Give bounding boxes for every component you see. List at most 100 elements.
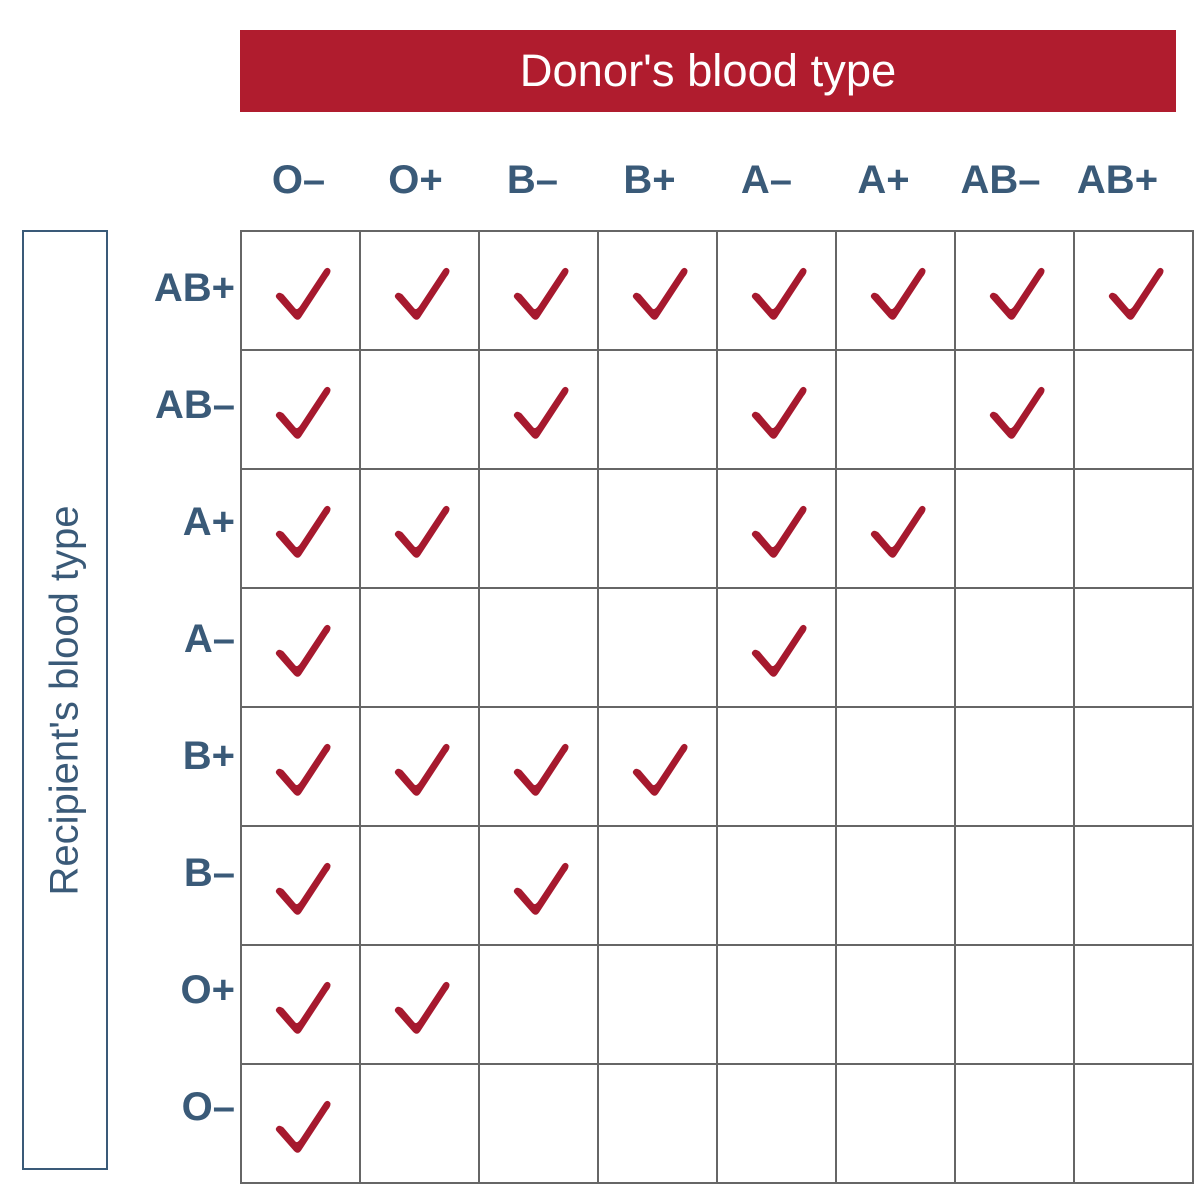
check-icon: [266, 613, 336, 683]
table-cell: [1074, 588, 1193, 707]
table-cell: [479, 350, 598, 469]
table-cell: [479, 707, 598, 826]
recipient-header-text: Recipient's blood type: [43, 505, 88, 895]
check-icon: [504, 375, 574, 445]
table-cell: [955, 707, 1074, 826]
table-cell: [1074, 350, 1193, 469]
column-label: B+: [591, 140, 708, 220]
table-cell: [360, 231, 479, 350]
table-cell: [598, 350, 717, 469]
table-cell: [836, 350, 955, 469]
table-cell: [598, 231, 717, 350]
table-cell: [360, 1064, 479, 1183]
row-label: AB+: [110, 230, 243, 347]
check-icon: [623, 256, 693, 326]
table-cell: [1074, 469, 1193, 588]
check-icon: [980, 375, 1050, 445]
table-cell: [479, 231, 598, 350]
row-label: A–: [110, 581, 243, 698]
table-cell: [598, 945, 717, 1064]
row-label: B–: [110, 815, 243, 932]
table-cell: [836, 826, 955, 945]
donor-header: Donor's blood type: [240, 30, 1176, 112]
table-cell: [955, 588, 1074, 707]
table-cell: [241, 588, 360, 707]
table-cell: [360, 707, 479, 826]
table-cell: [479, 588, 598, 707]
table-cell: [836, 588, 955, 707]
table-row: [241, 1064, 1193, 1183]
table-row: [241, 945, 1193, 1064]
check-icon: [623, 732, 693, 802]
table-cell: [955, 469, 1074, 588]
table-cell: [955, 826, 1074, 945]
check-icon: [742, 375, 812, 445]
check-icon: [266, 851, 336, 921]
table-cell: [598, 469, 717, 588]
table-row: [241, 707, 1193, 826]
table-cell: [1074, 231, 1193, 350]
compatibility-grid: [240, 230, 1194, 1184]
column-label: B–: [474, 140, 591, 220]
table-cell: [241, 469, 360, 588]
table-cell: [598, 826, 717, 945]
table-cell: [598, 588, 717, 707]
table-cell: [717, 1064, 836, 1183]
check-icon: [385, 732, 455, 802]
donor-header-text: Donor's blood type: [520, 45, 897, 97]
row-label: O–: [110, 1049, 243, 1166]
table-cell: [955, 945, 1074, 1064]
table-cell: [360, 945, 479, 1064]
check-icon: [861, 256, 931, 326]
table-cell: [836, 707, 955, 826]
check-icon: [861, 494, 931, 564]
check-icon: [742, 613, 812, 683]
table-cell: [836, 231, 955, 350]
table-cell: [598, 1064, 717, 1183]
check-icon: [504, 732, 574, 802]
check-icon: [742, 256, 812, 326]
table-cell: [1074, 707, 1193, 826]
table-cell: [360, 826, 479, 945]
table-cell: [717, 350, 836, 469]
table-cell: [479, 945, 598, 1064]
table-row: [241, 469, 1193, 588]
column-label: AB–: [942, 140, 1059, 220]
check-icon: [980, 256, 1050, 326]
table-cell: [479, 1064, 598, 1183]
table-cell: [955, 350, 1074, 469]
table-cell: [1074, 945, 1193, 1064]
table-cell: [241, 350, 360, 469]
check-icon: [266, 256, 336, 326]
table-cell: [598, 707, 717, 826]
table-cell: [360, 588, 479, 707]
row-label: A+: [110, 464, 243, 581]
table-cell: [955, 231, 1074, 350]
recipient-header: Recipient's blood type: [22, 230, 108, 1170]
row-label: AB–: [110, 347, 243, 464]
table-cell: [360, 350, 479, 469]
table-cell: [241, 231, 360, 350]
column-label: A+: [825, 140, 942, 220]
check-icon: [266, 1089, 336, 1159]
check-icon: [266, 375, 336, 445]
table-cell: [717, 826, 836, 945]
column-label: O+: [357, 140, 474, 220]
table-cell: [955, 1064, 1074, 1183]
table-row: [241, 588, 1193, 707]
column-label: A–: [708, 140, 825, 220]
compatibility-table: [240, 230, 1194, 1184]
table-cell: [241, 707, 360, 826]
table-cell: [1074, 826, 1193, 945]
table-row: [241, 350, 1193, 469]
table-cell: [1074, 1064, 1193, 1183]
table-cell: [360, 469, 479, 588]
check-icon: [385, 970, 455, 1040]
check-icon: [504, 851, 574, 921]
check-icon: [1099, 256, 1169, 326]
table-cell: [717, 588, 836, 707]
table-cell: [479, 826, 598, 945]
table-cell: [836, 1064, 955, 1183]
check-icon: [385, 256, 455, 326]
table-cell: [241, 945, 360, 1064]
